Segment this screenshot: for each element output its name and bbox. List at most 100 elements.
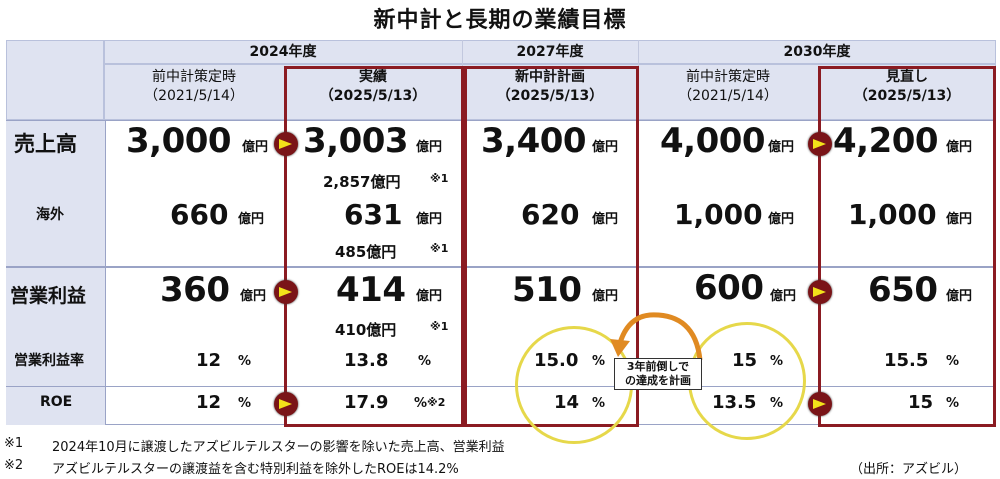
sales-note-value: 2,857億円 [323, 173, 401, 191]
sales-note-mark: ※1 [430, 172, 449, 185]
roe-unit-1: % [238, 396, 252, 411]
opm-value-5: 15.5 [884, 350, 929, 371]
sales-value-1: 3,000 [126, 121, 232, 161]
overseas-value-2: 631 [344, 198, 403, 231]
sales-value-4: 4,000 [660, 121, 766, 161]
row-label-bg-op [6, 266, 106, 386]
overseas-unit-2: 億円 [416, 212, 443, 227]
row-label-roe: ROE [40, 394, 73, 410]
sales-unit-5: 億円 [946, 140, 973, 155]
col-date: （2025/5/13） [496, 88, 604, 104]
year-2024: 2024年度 [249, 44, 317, 60]
roe-unit-2: % [414, 396, 428, 411]
opm-unit-5: % [946, 354, 960, 369]
footnote-2-mark: ※2 [4, 458, 24, 473]
opm-value-2: 13.8 [344, 350, 389, 371]
col-date: （2025/5/13） [853, 88, 961, 104]
roe-value-3: 14 [554, 392, 580, 413]
callout-line1: 3年前倒しで [626, 360, 690, 373]
row-label-bg-roe [6, 386, 106, 425]
row-separator [6, 386, 996, 387]
header-column-band [104, 64, 996, 120]
col-label: 新中計計画 [515, 69, 585, 85]
row-label-sales: 売上高 [14, 132, 77, 156]
callout-line2: の達成を計画 [625, 374, 691, 387]
opm-value-1: 12 [196, 350, 222, 371]
year-2027: 2027年度 [516, 44, 584, 60]
overseas-unit-5: 億円 [946, 212, 973, 227]
op-value-5: 650 [868, 270, 938, 310]
col-label: 見直し [886, 69, 928, 85]
col-label: 前中計策定時 [686, 69, 770, 85]
op-value-4: 600 [694, 268, 764, 308]
op-value-3: 510 [512, 270, 582, 310]
highlight-actual [284, 66, 464, 427]
col-header-3: 新中計計画 （2025/5/13） [462, 68, 638, 106]
arrow-right-icon [808, 392, 832, 416]
header-corner [6, 40, 104, 120]
overseas-unit-4: 億円 [768, 212, 795, 227]
arrow-right-icon [808, 132, 832, 156]
overseas-value-3: 620 [521, 198, 580, 231]
row-label-bg-sales [6, 120, 106, 266]
sales-unit-2: 億円 [416, 140, 443, 155]
op-unit-5: 億円 [946, 289, 973, 304]
row-label-overseas: 海外 [36, 207, 64, 223]
col-header-5: 見直し （2025/5/13） [818, 68, 996, 106]
overseas-value-4: 1,000 [674, 198, 763, 231]
col-header-4: 前中計策定時 （2021/5/14） [638, 68, 818, 106]
roe-unit-5: % [946, 396, 960, 411]
opm-unit-1: % [238, 354, 252, 369]
opm-value-3: 15.0 [534, 350, 579, 371]
opm-unit-2: % [418, 354, 432, 369]
opm-unit-3: % [592, 354, 606, 369]
footnote-1-text: 2024年10月に譲渡したアズビルテルスターの影響を除いた売上高、営業利益 [52, 440, 505, 455]
row-label-opm: 営業利益率 [14, 353, 84, 369]
roe-value-5: 15 [908, 392, 934, 413]
col-date: （2025/5/13） [319, 88, 427, 104]
overseas-unit-1: 億円 [238, 212, 265, 227]
row-separator [6, 266, 996, 268]
op-unit-3: 億円 [592, 289, 619, 304]
overseas-note-value: 485億円 [335, 243, 397, 261]
overseas-value-5: 1,000 [848, 198, 937, 231]
header-year-band [104, 40, 996, 64]
opm-unit-4: % [770, 354, 784, 369]
sales-unit-3: 億円 [592, 140, 619, 155]
arrow-right-icon [274, 132, 298, 156]
roe-unit-3: % [592, 396, 606, 411]
roe-note-mark: ※2 [427, 396, 446, 409]
opm-value-4: 15 [732, 350, 758, 371]
col-header-1: 前中計策定時 （2021/5/14） [104, 68, 284, 106]
highlight-revised [818, 66, 996, 427]
col-label: 前中計策定時 [152, 69, 236, 85]
page-title: 新中計と長期の業績目標 [373, 8, 627, 33]
sales-value-5: 4,200 [833, 121, 939, 161]
op-unit-1: 億円 [240, 289, 267, 304]
op-note-value: 410億円 [335, 321, 397, 339]
roe-value-1: 12 [196, 392, 222, 413]
source-note: （出所：アズビル） [850, 462, 968, 477]
arrow-right-icon [808, 280, 832, 304]
col-date: （2021/5/14） [678, 88, 778, 104]
op-value-2: 414 [336, 270, 406, 310]
sales-value-2: 3,003 [303, 121, 409, 161]
overseas-value-1: 660 [170, 198, 229, 231]
roe-unit-4: % [770, 396, 784, 411]
overseas-note-mark: ※1 [430, 242, 449, 255]
row-separator [6, 120, 996, 121]
op-value-1: 360 [160, 270, 230, 310]
arrow-right-icon [274, 280, 298, 304]
col-date: （2021/5/14） [144, 88, 244, 104]
year-2030: 2030年度 [783, 44, 851, 60]
sales-unit-4: 億円 [768, 140, 795, 155]
sales-value-3: 3,400 [481, 121, 587, 161]
footnote-2-text: アズビルテルスターの譲渡益を含む特別利益を除外したROEは14.2% [52, 462, 459, 477]
footnote-1-mark: ※1 [4, 436, 24, 451]
roe-value-2: 17.9 [344, 392, 389, 413]
callout-curve-arrow [610, 312, 703, 361]
op-unit-4: 億円 [770, 289, 797, 304]
callout-box: 3年前倒しで の達成を計画 [614, 358, 702, 390]
row-label-op: 営業利益 [10, 285, 87, 307]
roe-value-4: 13.5 [712, 392, 757, 413]
